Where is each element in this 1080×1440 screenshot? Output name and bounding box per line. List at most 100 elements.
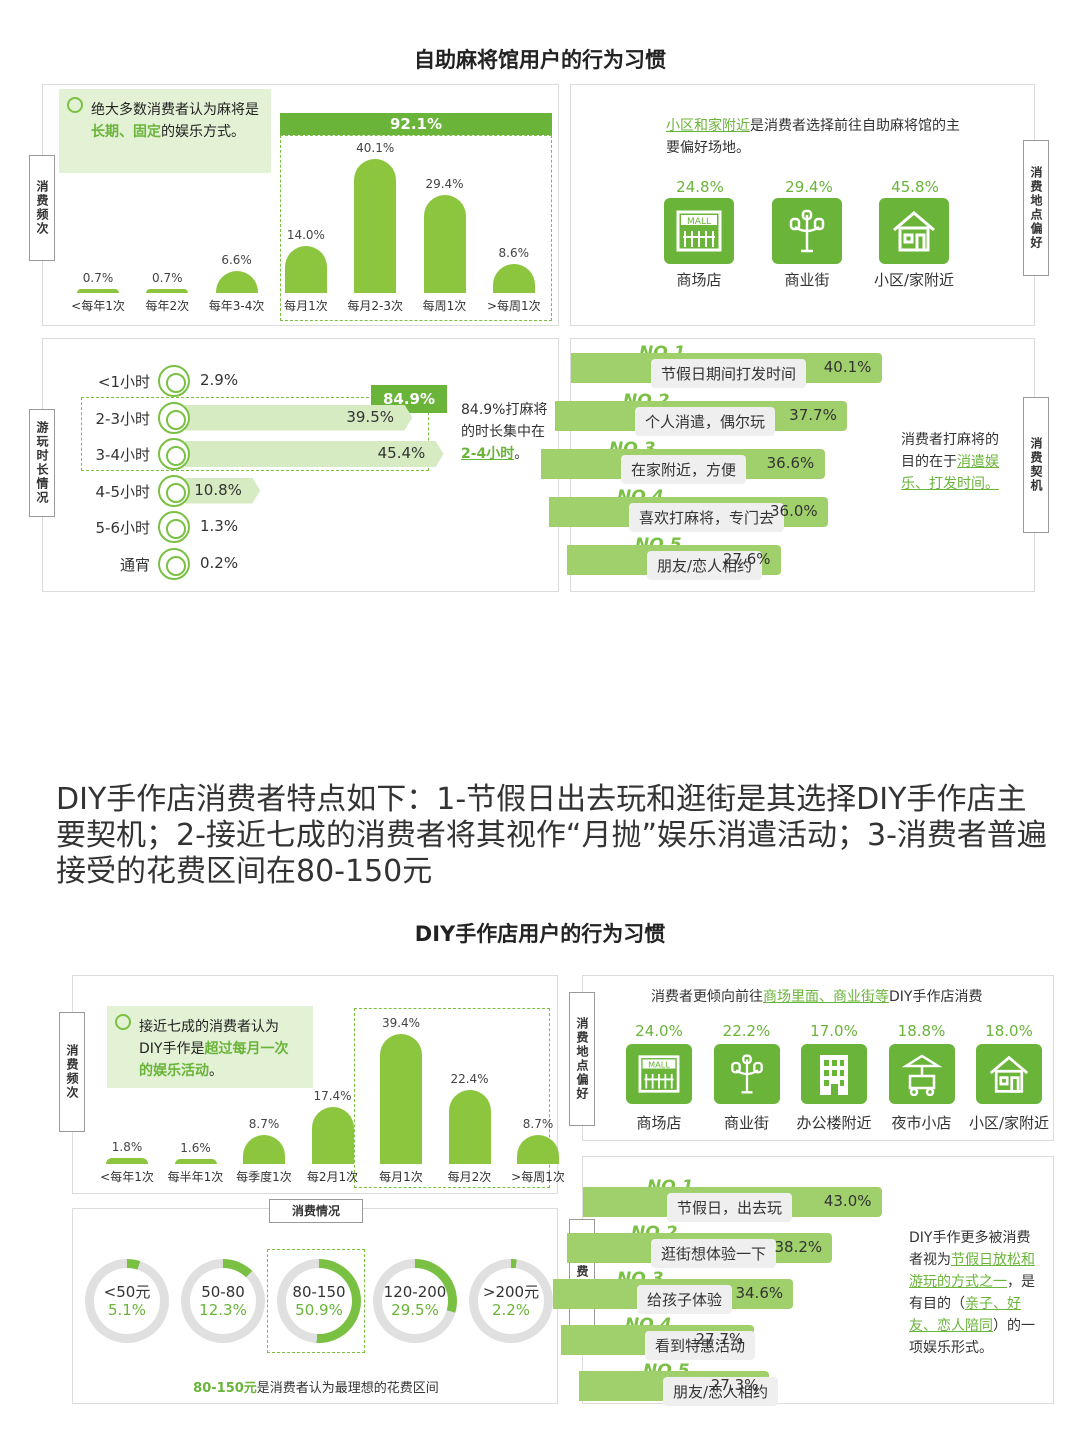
donut-center: 50-80 12.3%: [190, 1268, 256, 1334]
frequency-bar: [215, 270, 258, 293]
duration-bar: [185, 478, 260, 504]
duration-label: 2-3小时: [95, 409, 151, 428]
highlight-dashed-box: [81, 397, 429, 471]
duration-label: 3-4小时: [95, 446, 151, 464]
location-pct: 22.2%: [722, 1022, 771, 1040]
callout: 接近七成的消费者认为DIY手作是超过每月一次的娱乐活动。: [107, 1006, 313, 1088]
mall-icon: MALL: [626, 1044, 692, 1104]
frequency-bar: [284, 246, 327, 293]
spend-pct: 5.1%: [107, 1301, 147, 1319]
location-pct: 29.4%: [785, 178, 833, 196]
market-stall-icon: [888, 1044, 955, 1104]
spend-note: 80-150元是消费者认为最理想的花费区间: [193, 1381, 439, 1396]
stopwatch-icon: [158, 438, 190, 470]
bar-category-label: 每月1次: [284, 299, 328, 313]
motive-label: 朋友/恋人相约: [663, 1377, 779, 1406]
office-building-icon: [801, 1044, 867, 1104]
motive-value: 40.1%: [823, 358, 872, 376]
donut-center: <50元 5.1%: [94, 1268, 160, 1334]
spend-donut: <50元 5.1%: [85, 1259, 169, 1343]
circle-bullet-icon: [115, 1014, 131, 1030]
bar-category-label: 每年2次: [145, 299, 190, 313]
bar-category-label: >每周1次: [486, 299, 541, 313]
spend-label: 80-150: [292, 1283, 346, 1301]
frequency-bar: [423, 194, 466, 293]
motive-value: 36.0%: [770, 502, 818, 520]
motive-label: 节假日期间打发时间: [651, 359, 807, 388]
spend-pct: 2.2%: [491, 1301, 531, 1319]
circle-bullet-icon: [67, 97, 83, 113]
side-label: 游玩时长情况: [29, 409, 55, 517]
location-text: 消费者更倾向前往商场里面、商业街等DIY手作店消费: [651, 989, 983, 1005]
highlight-total-bar: 92.1%: [280, 113, 552, 135]
frequency-bar: [354, 159, 397, 293]
spend-label: 120-200: [383, 1283, 447, 1301]
highlight-dashed-box: [354, 1008, 550, 1188]
stopwatch-icon: [158, 511, 190, 543]
spend-label: <50元: [103, 1283, 151, 1301]
bar-category-label: 每2月1次: [306, 1170, 359, 1184]
motive-value: 27.7%: [695, 1330, 744, 1348]
bar-value-label: 39.4%: [381, 1016, 421, 1030]
duration-bar: [185, 441, 444, 467]
bar-value-label: 22.4%: [450, 1072, 489, 1087]
frequency-bar: [77, 289, 119, 293]
side-label: 消费频次: [59, 1012, 85, 1132]
frequency-bar: [492, 264, 535, 293]
callout: 绝大多数消费者认为麻将是长期、固定的娱乐方式。: [59, 89, 271, 173]
motive-label: 个人消遣，偶尔玩: [635, 407, 776, 436]
stopwatch-icon: [158, 365, 190, 397]
frequency-bar: [380, 1034, 422, 1164]
diy-motive-panel: 消费契机 NO.1节假日，出去玩43.0%NO.2逛街想体验一下38.2%NO.…: [553, 1156, 1054, 1406]
side-label: 消费契机: [1023, 397, 1049, 533]
duration-label: 通宵: [119, 555, 150, 574]
bar-value-label: 29.4%: [425, 176, 464, 191]
location-pct: 45.8%: [891, 178, 939, 196]
frequency-bar: [106, 1158, 148, 1164]
highlight-dashed-box: [280, 135, 552, 321]
diy-frequency-panel: 消费频次 接近七成的消费者认为DIY手作是超过每月一次的娱乐活动。 1.8% <每…: [59, 975, 565, 1194]
bar-value-label: 6.6%: [221, 252, 252, 267]
motive-label: 节假日，出去玩: [667, 1193, 793, 1222]
donut-center: 80-150 50.9%: [286, 1268, 352, 1334]
side-label: 消费频次: [29, 155, 55, 261]
duration-value: 39.5%: [346, 407, 394, 426]
house-icon: [976, 1044, 1042, 1104]
bar-category-label: 每周1次: [422, 299, 467, 313]
duration-value: 45.4%: [377, 444, 426, 462]
location-label: 商业街: [784, 271, 830, 289]
location-pct: 17.0%: [810, 1022, 858, 1040]
location-label: 办公楼附近: [796, 1114, 872, 1132]
stopwatch-icon: [158, 401, 190, 434]
donut-center: >200元 2.2%: [478, 1268, 544, 1334]
side-label: 消费地点偏好: [1023, 140, 1049, 276]
location-label: 夜市小店: [891, 1114, 952, 1132]
motive-value: 27.6%: [722, 550, 771, 568]
frequency-bar: [311, 1106, 354, 1164]
location-label: 商业街: [723, 1114, 769, 1132]
duration-label: <1小时: [97, 373, 150, 391]
duration-value: 1.3%: [200, 517, 239, 535]
duration-label: 4-5小时: [95, 482, 151, 501]
location-pct: 18.8%: [897, 1022, 946, 1040]
motive-note: DIY手作更多被消费者视为节假日放松和游玩的方式之一，是有目的（亲子、好友、恋人…: [909, 1230, 1035, 1356]
bar-value-label: 8.7%: [522, 1117, 554, 1132]
bar-value-label: 1.8%: [111, 1140, 143, 1155]
stopwatch-icon: [158, 547, 190, 580]
bar-category-label: 每月2-3次: [347, 299, 403, 313]
bar-value-label: 40.1%: [356, 141, 395, 155]
bar-value-label: 0.7%: [152, 271, 183, 285]
donut-center: 120-200 29.5%: [382, 1268, 448, 1334]
spend-label: >200元: [482, 1283, 540, 1301]
bar-value-label: 8.6%: [498, 246, 530, 261]
headline: DIY手作店消费者特点如下：1-节假日出去玩和逛街是其选择DIY手作店主要契机；…: [56, 782, 1047, 889]
motive-value: 27.3%: [710, 1376, 759, 1394]
location-pct: 18.0%: [985, 1022, 1033, 1040]
motive-label: 在家附近，方便: [621, 455, 747, 484]
bar-category-label: <每年1次: [100, 1170, 154, 1184]
spend-donut: 80-150 50.9%: [277, 1259, 361, 1343]
spend-pct: 12.3%: [199, 1301, 247, 1319]
motive-label: 朋友/恋人相约: [647, 551, 763, 580]
motive-label: 看到特惠活动: [645, 1331, 756, 1360]
bar-value-label: 14.0%: [286, 228, 325, 243]
